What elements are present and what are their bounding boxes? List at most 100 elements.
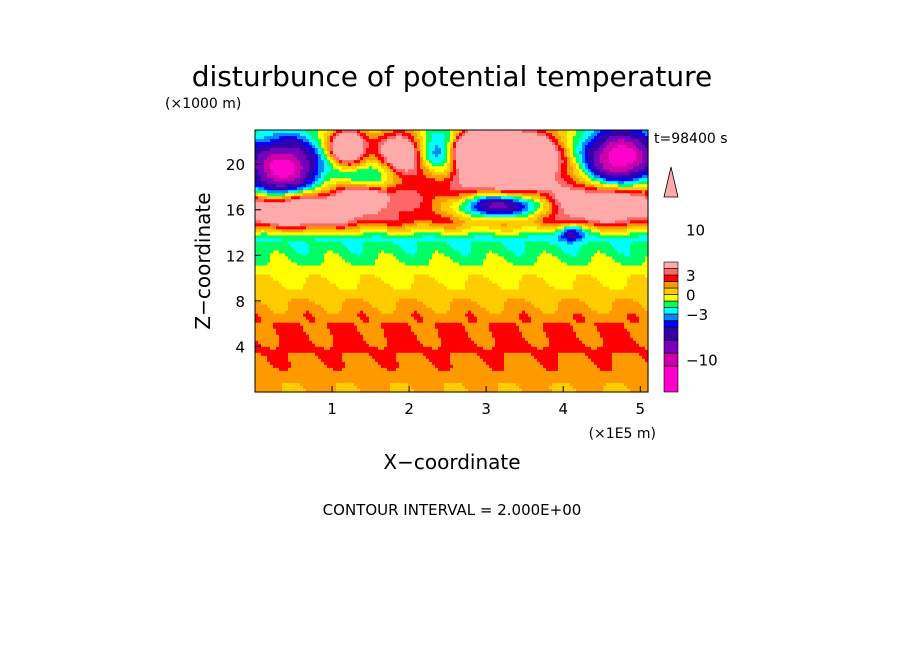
heatmap-cell	[309, 238, 313, 243]
heatmap-cell	[645, 181, 649, 185]
heatmap-cell	[582, 172, 586, 176]
heatmap-cell	[354, 166, 358, 170]
heatmap-cell	[282, 235, 286, 240]
heatmap-cell	[576, 199, 580, 203]
heatmap-cell	[450, 202, 454, 206]
heatmap-cell	[534, 235, 538, 240]
heatmap-cell	[264, 229, 268, 233]
heatmap-cell	[477, 190, 481, 194]
heatmap-cell	[585, 184, 589, 188]
heatmap-cell	[396, 226, 400, 230]
heatmap-cell	[645, 211, 649, 215]
heatmap-cell	[459, 199, 463, 203]
heatmap-cell	[576, 208, 580, 212]
heatmap-cell	[393, 214, 397, 218]
heatmap-cell	[333, 184, 337, 188]
heatmap-cell	[261, 229, 265, 233]
heatmap-cell	[345, 130, 349, 134]
heatmap-cell	[639, 226, 643, 230]
heatmap-cell	[360, 220, 364, 224]
heatmap-cell	[573, 199, 577, 203]
heatmap-cell	[279, 139, 283, 143]
heatmap-cell	[438, 160, 442, 164]
heatmap-cell	[336, 169, 340, 173]
heatmap-cell	[621, 211, 625, 215]
heatmap-cell	[567, 136, 571, 140]
heatmap-cell	[369, 160, 373, 164]
heatmap-cell	[438, 232, 442, 236]
heatmap-cell	[513, 154, 517, 158]
heatmap-cell	[297, 157, 301, 161]
heatmap-cell	[444, 163, 448, 167]
heatmap-cell	[636, 169, 640, 173]
heatmap-cell	[291, 235, 295, 240]
heatmap-cell	[540, 226, 544, 230]
heatmap-cell	[339, 199, 343, 203]
heatmap-cell	[453, 223, 457, 227]
heatmap-cell	[594, 235, 598, 240]
heatmap-cell	[513, 238, 517, 243]
heatmap-cell	[303, 193, 307, 197]
heatmap-cell	[510, 178, 514, 182]
heatmap-cell	[594, 145, 598, 149]
heatmap-cell	[333, 151, 337, 155]
heatmap-cell	[408, 208, 412, 212]
heatmap-cell	[303, 202, 307, 206]
heatmap-cell	[528, 190, 532, 194]
heatmap-cell	[324, 160, 328, 164]
heatmap-cell	[642, 229, 646, 233]
heatmap-cell	[375, 205, 379, 209]
heatmap-cell	[435, 163, 439, 167]
heatmap-cell	[486, 142, 490, 146]
heatmap-cell	[432, 190, 436, 194]
heatmap-cell	[636, 223, 640, 227]
heatmap-cell	[468, 163, 472, 167]
heatmap-cell	[579, 190, 583, 194]
heatmap-cell	[264, 202, 268, 206]
heatmap-cell	[441, 226, 445, 230]
heatmap-cell	[483, 193, 487, 197]
heatmap-cell	[390, 214, 394, 218]
heatmap-cell	[306, 229, 310, 233]
heatmap-cell	[642, 193, 646, 197]
heatmap-cell	[411, 169, 415, 173]
heatmap-cell	[474, 193, 478, 197]
heatmap-cell	[612, 202, 616, 206]
heatmap-cell	[405, 187, 409, 191]
heatmap-cell	[522, 139, 526, 143]
heatmap-cell	[411, 154, 415, 158]
heatmap-cell	[387, 214, 391, 218]
heatmap-cell	[387, 232, 391, 236]
heatmap-cell	[306, 169, 310, 173]
heatmap-cell	[408, 205, 412, 209]
heatmap-cell	[336, 181, 340, 185]
heatmap-cell	[543, 184, 547, 188]
heatmap-cell	[321, 229, 325, 233]
heatmap-cell	[333, 166, 337, 170]
heatmap-cell	[441, 166, 445, 170]
heatmap-cell	[414, 208, 418, 212]
heatmap-cell	[474, 217, 478, 221]
heatmap-cell	[594, 193, 598, 197]
heatmap-cell	[471, 148, 475, 152]
heatmap-cell	[642, 130, 646, 134]
heatmap-cell	[588, 220, 592, 224]
heatmap-cell	[573, 229, 577, 233]
heatmap-cell	[282, 136, 286, 140]
heatmap-cell	[429, 145, 433, 149]
heatmap-cell	[333, 229, 337, 233]
heatmap-cell	[492, 190, 496, 194]
heatmap-cell	[339, 211, 343, 215]
heatmap-cell	[498, 208, 502, 212]
heatmap-cell	[507, 238, 511, 243]
heatmap-cell	[612, 187, 616, 191]
heatmap-cell	[327, 139, 331, 143]
heatmap-cell	[459, 142, 463, 146]
heatmap-cell	[258, 142, 262, 146]
heatmap-cell	[438, 148, 442, 152]
heatmap-cell	[468, 151, 472, 155]
heatmap-cell	[408, 211, 412, 215]
heatmap-cell	[612, 142, 616, 146]
heatmap-cell	[447, 235, 451, 240]
